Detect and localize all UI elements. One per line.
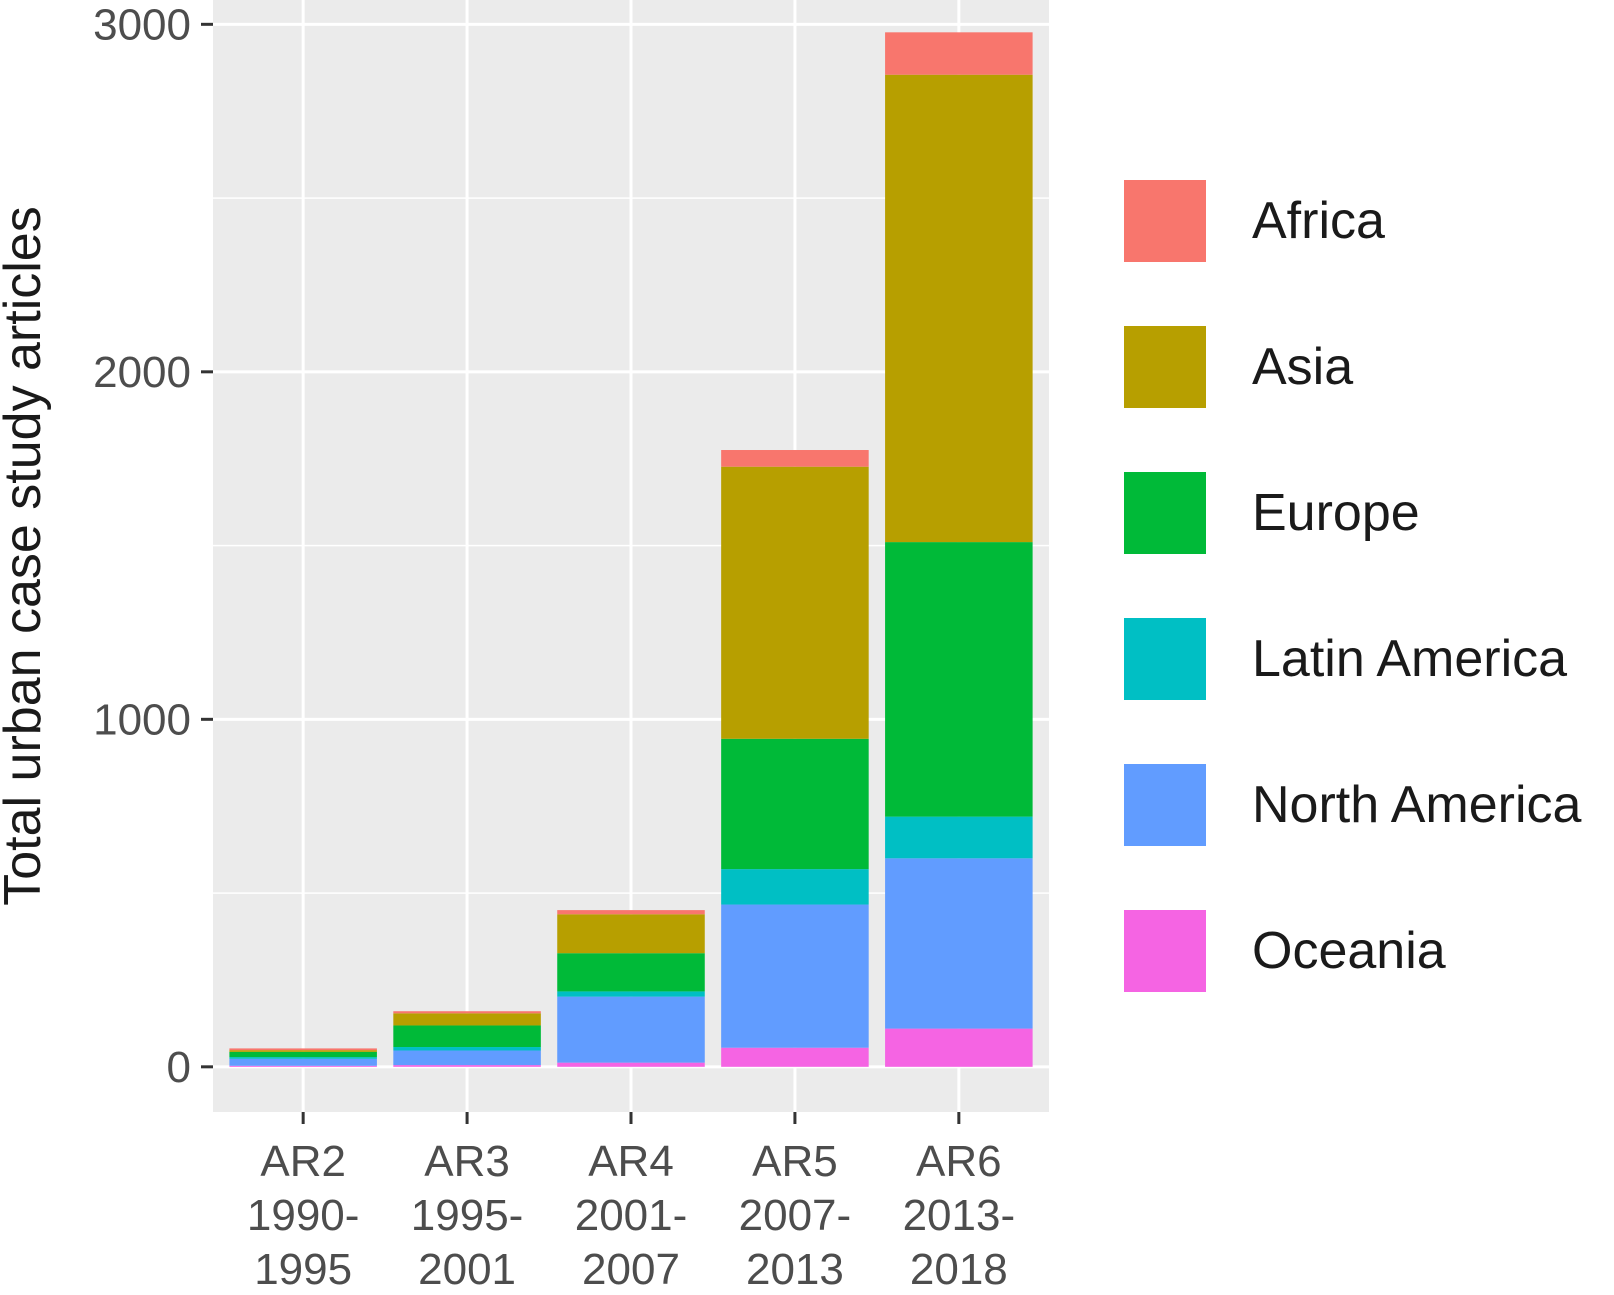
bar-segment-latin-america: [721, 869, 869, 905]
bar-segment-oceania: [557, 1062, 705, 1067]
legend-key-north-america: [1124, 764, 1206, 846]
bar-segment-oceania: [393, 1065, 541, 1067]
bar-segment-north-america: [557, 996, 705, 1063]
legend-label: Asia: [1252, 338, 1353, 396]
x-tick-label-line: 2007: [582, 1245, 680, 1290]
legend-key-europe: [1124, 472, 1206, 554]
y-tick-label: 0: [167, 1043, 191, 1092]
bars: [229, 32, 1033, 1067]
x-tick-label: AR4 2001- 2007: [575, 1137, 688, 1290]
bar-segment-europe: [393, 1025, 541, 1048]
bar-segment-oceania: [721, 1047, 869, 1067]
legend-label: Latin America: [1252, 630, 1567, 688]
legend: Africa Asia Europe Latin America North Ameri…: [1124, 180, 1582, 992]
bar-segment-europe: [885, 542, 1033, 817]
bar-segment-latin-america: [557, 991, 705, 997]
bar-segment-north-america: [721, 904, 869, 1048]
x-tick-label-line: AR6: [916, 1137, 1002, 1186]
bar-segment-oceania: [885, 1028, 1033, 1067]
x-tick-label-line: 1995-: [411, 1191, 524, 1240]
y-tick-label: 1000: [93, 695, 191, 744]
x-tick-label-line: 2001: [418, 1245, 516, 1290]
legend-key-asia: [1124, 326, 1206, 408]
bar-segment-north-america: [885, 858, 1033, 1029]
bar-segment-north-america: [229, 1058, 377, 1066]
legend-label: Africa: [1252, 192, 1385, 250]
bar-segment-europe: [557, 953, 705, 992]
y-axis-title: Total urban case study articles: [0, 206, 52, 905]
x-tick-label-line: AR5: [752, 1137, 838, 1186]
bar-segment-africa: [721, 450, 869, 467]
legend-key-oceania: [1124, 910, 1206, 992]
bar-segment-europe: [721, 738, 869, 870]
bar-segment-asia: [557, 914, 705, 954]
bar-segment-asia: [721, 466, 869, 739]
legend-label: North America: [1252, 776, 1582, 834]
x-tick-label-line: 1995: [254, 1245, 352, 1290]
x-tick-label: AR2 1990- 1995: [247, 1137, 360, 1290]
x-tick-label-line: 2007-: [739, 1191, 852, 1240]
bar-segment-africa: [557, 910, 705, 915]
bar-segment-latin-america: [393, 1047, 541, 1051]
x-tick-label-line: AR2: [260, 1137, 346, 1186]
x-tick-label: AR3 1995- 2001: [411, 1137, 524, 1290]
x-tick-label-line: 2013-: [903, 1191, 1016, 1240]
x-tick-label-line: AR3: [424, 1137, 510, 1186]
y-tick-label: 2000: [93, 348, 191, 397]
x-tick-label-line: AR4: [588, 1137, 674, 1186]
x-tick-label: AR5 2007- 2013: [739, 1137, 852, 1290]
bar-segment-africa: [885, 32, 1033, 75]
legend-label: Oceania: [1252, 922, 1446, 980]
legend-key-africa: [1124, 180, 1206, 262]
x-tick-label-line: 1990-: [247, 1191, 360, 1240]
axes: 0 1000 2000 3000 AR2 1990- 1995 AR3 1995- 2001 AR4…: [93, 0, 1016, 1294]
x-tick-label-line: 2001-: [575, 1191, 688, 1240]
legend-key-latin-america: [1124, 618, 1206, 700]
bar-segment-asia: [393, 1013, 541, 1026]
bar-segment-europe: [229, 1051, 377, 1058]
x-tick-label: AR6 2013- 2018: [903, 1137, 1016, 1290]
bar-segment-latin-america: [229, 1057, 377, 1059]
bar-segment-africa: [229, 1048, 377, 1051]
bar-segment-north-america: [393, 1050, 541, 1066]
y-tick-label: 3000: [93, 0, 191, 49]
x-tick-label-line: 2013: [746, 1245, 844, 1290]
bar-segment-asia: [229, 1050, 377, 1052]
x-tick-label-line: 2018: [910, 1245, 1008, 1290]
bar-segment-oceania: [229, 1065, 377, 1067]
legend-label: Europe: [1252, 484, 1420, 542]
bar-segment-latin-america: [885, 816, 1033, 859]
bar-segment-asia: [885, 74, 1033, 543]
bar-segment-africa: [393, 1011, 541, 1014]
